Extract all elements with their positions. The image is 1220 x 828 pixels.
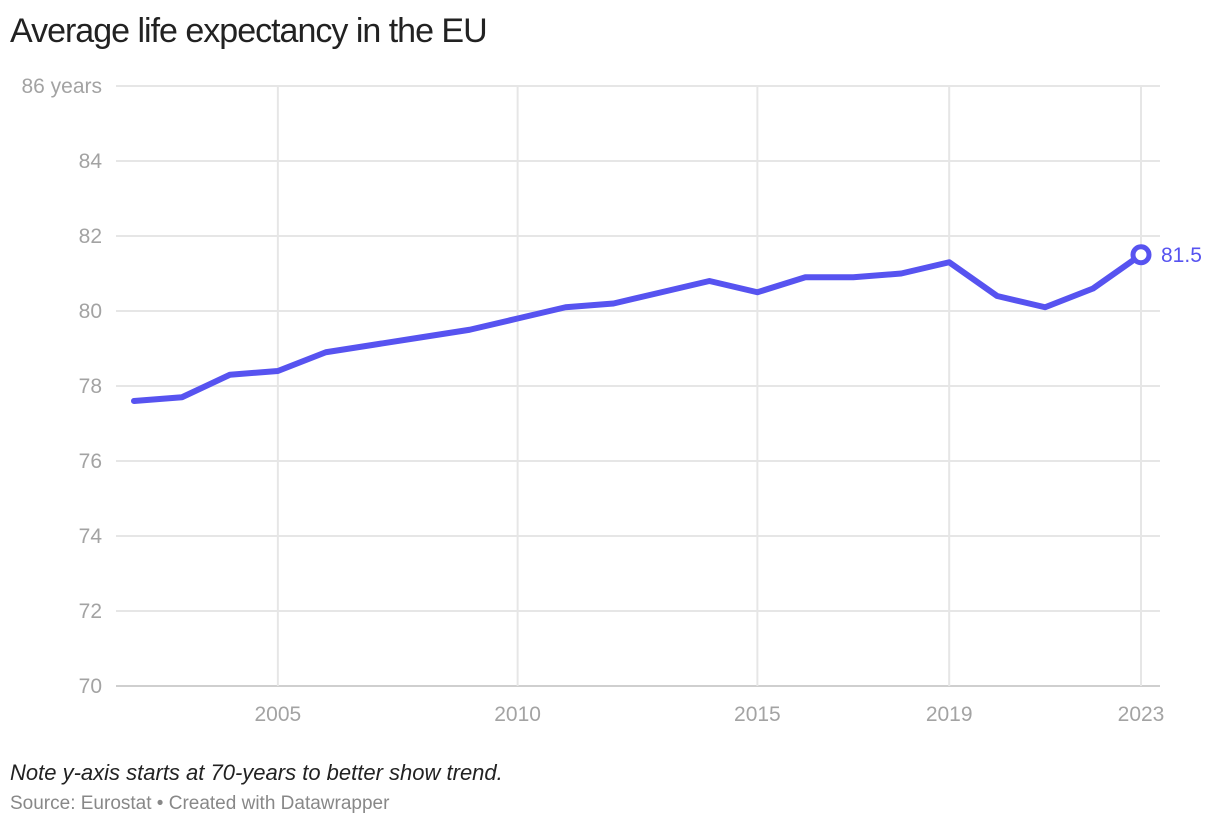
series-layer: 81.5 xyxy=(131,244,1202,404)
y-tick-label: 84 xyxy=(79,150,103,173)
y-tick-label: 80 xyxy=(79,300,102,323)
x-axis-ticks: 2005 2010 2015 2019 2023 xyxy=(254,703,1164,726)
source-footer: Source: Eurostat • Created with Datawrap… xyxy=(10,793,390,814)
x-tick-label: 2023 xyxy=(1118,703,1165,726)
y-axis-ticks: 70 72 74 76 78 80 82 84 86 years xyxy=(21,75,102,698)
y-tick-label: 76 xyxy=(79,450,102,473)
x-tick-label: 2010 xyxy=(494,703,541,726)
x-tick-label: 2015 xyxy=(734,703,781,726)
y-tick-label: 70 xyxy=(79,675,102,698)
chart-note: Note y-axis starts at 70-years to better… xyxy=(10,760,503,785)
grid-lines xyxy=(116,85,1160,687)
series-line xyxy=(131,251,1144,404)
y-tick-label: 74 xyxy=(79,525,103,548)
y-tick-label: 82 xyxy=(79,225,102,248)
x-tick-label: 2019 xyxy=(926,703,973,726)
end-value-label: 81.5 xyxy=(1161,244,1202,267)
end-point-marker xyxy=(1130,244,1152,266)
y-tick-label: 86 years xyxy=(21,75,102,98)
y-tick-label: 72 xyxy=(79,600,102,623)
y-tick-label: 78 xyxy=(79,375,102,398)
x-tick-label: 2005 xyxy=(254,703,301,726)
chart-title: Average life expectancy in the EU xyxy=(10,12,488,50)
